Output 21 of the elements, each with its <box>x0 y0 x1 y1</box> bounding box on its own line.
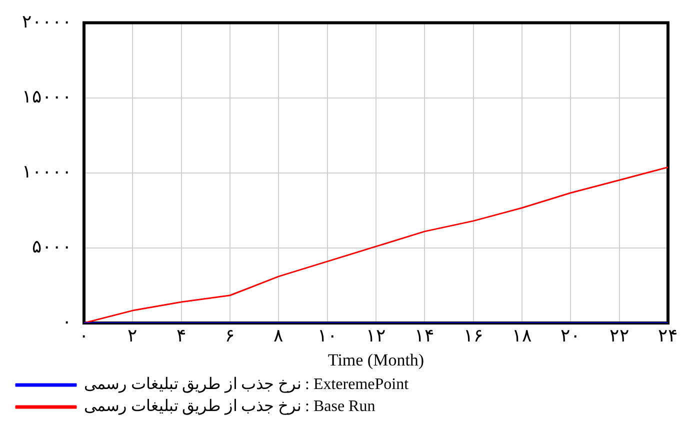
y-tick-label: ۲۰۰۰۰ <box>22 12 72 32</box>
x-tick-label: ۲ <box>128 326 138 346</box>
y-tick-label: ۵۰۰۰ <box>32 236 72 257</box>
x-tick-label: ۰ <box>79 326 89 346</box>
x-tick-label: ۸ <box>274 326 284 346</box>
x-tick-label: ۴ <box>176 326 186 346</box>
y-tick-label: ۱۵۰۰۰ <box>22 86 72 107</box>
x-axis-title: Time (Month) <box>328 350 424 370</box>
legend-label: نرخ جذب از طریق تبلیغات رسمی : ExteremePoint <box>84 376 410 394</box>
x-tick-label: ۱۸ <box>512 326 532 346</box>
x-tick-label: ۱۴ <box>414 326 435 346</box>
x-tick-label: ۱۶ <box>463 326 484 346</box>
legend-label: نرخ جذب از طریق تبلیغات رسمی : Base Run <box>84 398 376 416</box>
x-tick-label: ۲۲ <box>609 326 630 346</box>
x-tick-label: ۲۰ <box>560 326 581 346</box>
x-tick-label: ۱۰ <box>317 326 338 346</box>
y-tick-label: ۰ <box>62 312 72 332</box>
x-tick-label: ۶ <box>225 326 235 346</box>
x-tick-label: ۲۴ <box>658 326 678 346</box>
x-tick-label: ۱۲ <box>366 326 386 346</box>
y-tick-label: ۱۰۰۰۰ <box>22 162 72 182</box>
